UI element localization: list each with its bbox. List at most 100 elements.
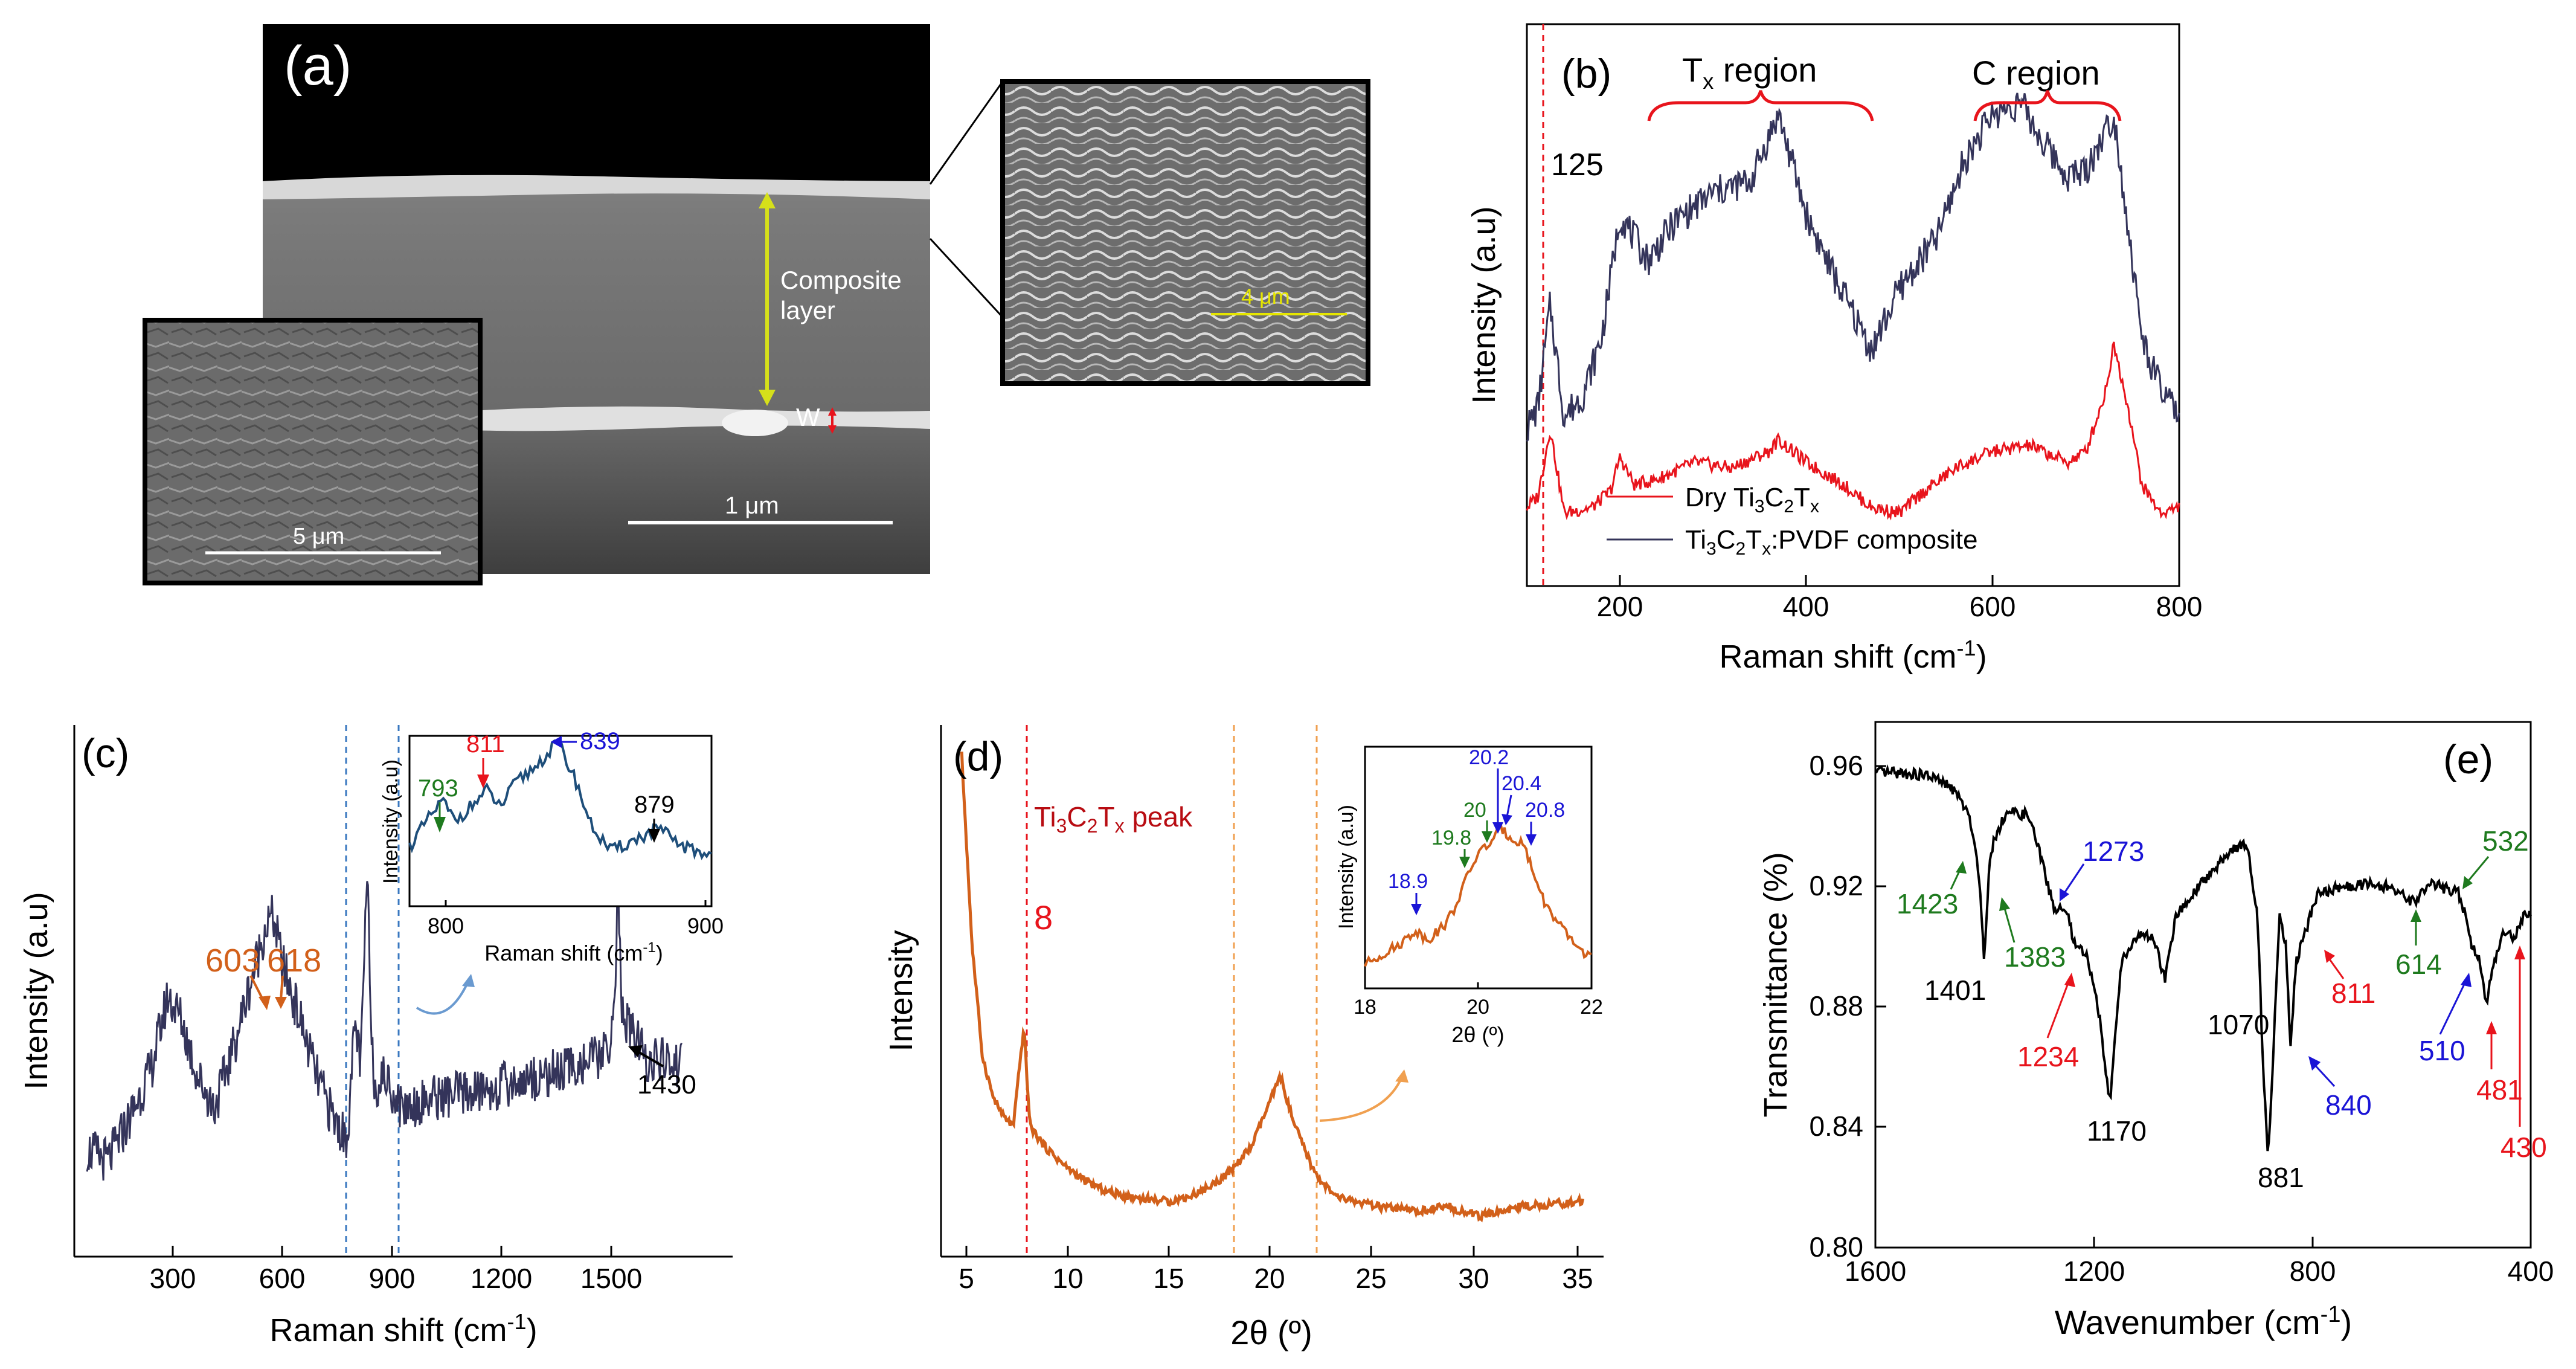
sem-left-inset [143,318,483,585]
peak-1273: 1273 [2083,836,2144,867]
inset-xtick: 18 [1354,996,1376,1019]
inset-peak-20-4: 20.4 [1502,772,1541,795]
panel-e-xtick: 1200 [2063,1255,2125,1287]
legend-composite: Ti3C2Tx:PVDF composite [1685,525,1977,559]
peak-1070: 1070 [2208,1009,2269,1040]
peak-840: 840 [2325,1089,2372,1121]
panel-e-xtick: 400 [2508,1255,2554,1287]
panel-e: (e) 1423 1401 1383 1273 1234 1170 1070 8… [1758,721,2554,1341]
panel-b-xtick: 600 [1970,591,2016,622]
panel-b-ylabel: Intensity (a.u) [1466,206,1502,404]
inset-arrow-879 [648,829,660,843]
panel-e-ytick: 0.96 [1809,750,1863,781]
panel-c: (c) 603 618 1430 793 811 839 879 800 900 [18,725,733,1348]
inset-xtick: 22 [1580,996,1603,1019]
panel-b-dry-line [1526,341,2180,521]
inset-xtick: 900 [687,913,724,938]
c-region-brace [1973,90,2122,121]
inset-arrow-793 [434,817,446,833]
panel-c-raman-line [86,880,683,1181]
panel-b-region-tx: Tx region [1682,51,1817,94]
legend-dry: Dry Ti3C2Tx [1685,483,1819,517]
panel-e-ftir-line [1874,764,2532,1152]
composite-label-line2: layer [780,296,835,324]
composite-label-line1: Composite [780,266,902,294]
sem-right-inset [1000,79,1370,386]
panel-c-xtick: 300 [150,1263,196,1294]
peak-614: 614 [2395,949,2442,980]
inset-peak-879: 879 [634,791,675,818]
panel-d-xtick: 30 [1458,1263,1489,1294]
peak-1430: 1430 [637,1070,696,1100]
composite-layer-arrow [759,192,776,406]
panel-b-composite-line [1526,92,2180,442]
panel-e-label: (e) [2443,736,2493,782]
panel-e-frame [1874,721,2532,1249]
inset-peak-18-9: 18.9 [1388,870,1428,893]
inset-arrow-811 [477,775,489,788]
inset-peak-793: 793 [418,775,458,802]
peak-618: 618 [267,942,321,979]
panel-a: (a) Composite layer W 1 μm 5 μm 4 μm [143,24,1370,585]
inset-peak-811: 811 [466,731,505,758]
panel-e-xtick: 1600 [1845,1255,1906,1287]
left-inset-scalebar-label: 5 μm [293,524,344,549]
peak-1383: 1383 [2004,941,2066,973]
panel-c-label: (c) [82,730,129,776]
panel-b-label: (b) [1561,51,1611,97]
panel-c-xtick: 1500 [580,1263,642,1294]
panel-c-inset-xlabel: Raman shift (cm-1) [484,939,663,965]
peak-811: 811 [2331,978,2375,1009]
panel-e-peak-labels: 1423 1401 1383 1273 1234 1170 1070 881 8… [1897,825,2547,1193]
panel-d-inset-ylabel: Intensity (a.u) [1335,805,1358,929]
panel-d-xtick: 20 [1254,1263,1285,1294]
panel-e-ytick: 0.92 [1809,870,1863,901]
panel-b-xtick: 400 [1783,591,1829,622]
panel-e-ytick: 0.84 [1809,1110,1863,1142]
panel-e-ylabel: Transmittance (%) [1758,852,1794,1117]
main-scalebar-label: 1 μm [725,492,779,519]
panel-b-xlabel: Raman shift (cm-1) [1719,636,1987,675]
peak-1423: 1423 [1897,888,1958,920]
peak-881: 881 [2258,1162,2304,1193]
panel-d-xticks: 5 10 15 20 25 30 35 [959,1246,1593,1294]
panel-d-xtick: 25 [1355,1263,1386,1294]
inset-connector-arrow-d [1319,1078,1402,1122]
sem-layer-edge [263,175,930,199]
peak-603: 603 [205,942,260,979]
panel-d-ylabel: Intensity [883,930,919,1051]
panel-c-inset-frame [408,735,713,907]
panel-c-inset-xticks: 800 900 [428,900,724,938]
panel-c-xtick: 1200 [471,1263,532,1294]
panel-d-xlabel: 2θ (º) [1230,1313,1312,1351]
panel-c-xtick: 600 [259,1263,306,1294]
panel-b-frame [1526,23,2180,587]
panel-b-region-c: C region [1972,54,2100,92]
right-inset-scalebar-label: 4 μm [1241,284,1290,309]
tx-region-brace [1647,90,1874,121]
panel-c-ylabel: Intensity (a.u) [18,892,54,1089]
inset-peak-19-8: 19.8 [1431,826,1471,849]
panel-d-inset-frame [1364,746,1593,990]
panel-b: (b) 125 Tx region C region Dry Ti3C2Tx T… [1466,23,2202,675]
inset-xtick: 800 [428,913,464,938]
inset-peak-20-2: 20.2 [1469,746,1509,769]
sem-bright-interface [471,406,930,431]
panel-c-xticks: 300 600 900 1200 1500 [150,1246,642,1294]
panel-b-xticks: 200 400 600 800 [1597,575,2202,622]
panel-d-label: (d) [953,733,1003,779]
w-arrow [828,407,837,434]
w-label: W [796,403,820,431]
panel-d-xtick: 15 [1153,1263,1184,1294]
panel-c-xtick: 900 [369,1263,416,1294]
panel-d-xrd-line [960,752,1585,1223]
peak-532: 532 [2482,825,2529,857]
peak-1401: 1401 [1924,974,1986,1006]
peak-481: 481 [2476,1074,2523,1106]
panel-e-xticks: 1600 1200 800 400 [1845,1237,2554,1287]
panel-a-label: (a) [284,35,352,97]
panel-d-peak-value: 8 [1034,898,1053,936]
panel-b-peak-125: 125 [1551,147,1604,182]
inset-connector-arrow [416,981,469,1015]
